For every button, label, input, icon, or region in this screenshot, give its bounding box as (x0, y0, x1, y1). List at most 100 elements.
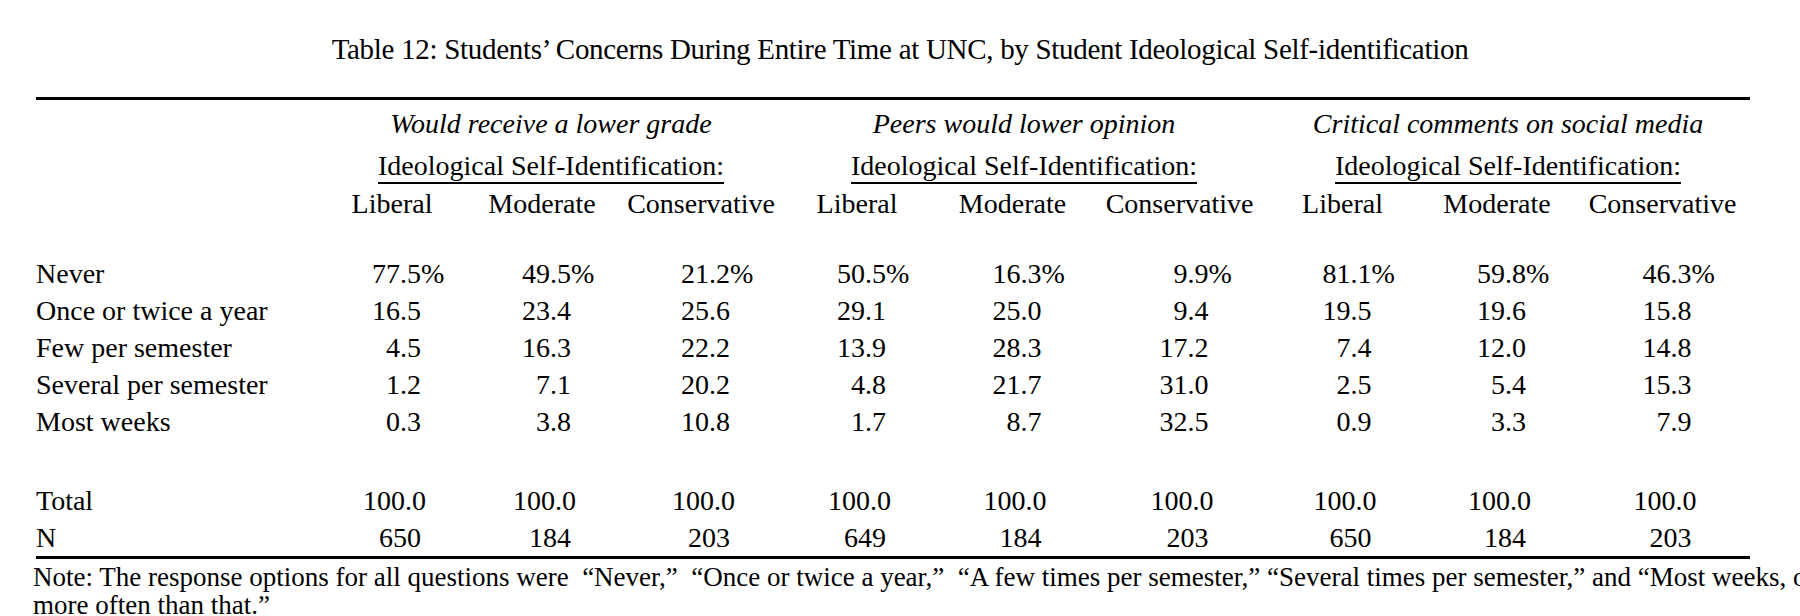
paper-table-page: Table 12: Students’ Concerns During Enti… (0, 0, 1800, 616)
cell: 5.4 (1419, 366, 1575, 403)
note-line-2: more often than that.” (33, 591, 1769, 616)
cell: 3.8 (464, 403, 620, 440)
cell: 46.3% (1575, 255, 1750, 292)
cell: 649 (782, 519, 932, 558)
cell: 100.0 (1266, 482, 1419, 519)
row-label: Most weeks (36, 403, 320, 440)
row-label: Few per semester (36, 329, 320, 366)
cell: 100.0 (1575, 482, 1750, 519)
group-header-lower-grade: Would receive a lower grade (320, 99, 782, 148)
cell: 10.8 (620, 403, 782, 440)
cell: 15.8 (1575, 292, 1750, 329)
concerns-table: Would receive a lower grade Peers would … (36, 97, 1750, 559)
cell: 14.8 (1575, 329, 1750, 366)
table-row-few-per-semester: Few per semester 4.5 16.3 22.2 13.9 28.3… (36, 329, 1750, 366)
cell: 19.5 (1266, 292, 1419, 329)
subheader-row: Ideological Self-Identification: Ideolog… (36, 147, 1750, 185)
column-header-liberal: Liberal (1266, 185, 1419, 223)
cell: 16.3% (932, 255, 1093, 292)
cell: 23.4 (464, 292, 620, 329)
cell: 22.2 (620, 329, 782, 366)
subheader-underlined-text: Ideological Self-Identification: (851, 150, 1197, 184)
row-label: N (36, 519, 320, 558)
cell: 17.2 (1093, 329, 1266, 366)
cell: 184 (1419, 519, 1575, 558)
group-header-social-media: Critical comments on social media (1266, 99, 1750, 148)
subheader-ideology-3: Ideological Self-Identification: (1266, 147, 1750, 185)
cell: 7.1 (464, 366, 620, 403)
corner-cell (36, 185, 320, 223)
row-label: Several per semester (36, 366, 320, 403)
cell: 100.0 (1093, 482, 1266, 519)
subheader-underlined-text: Ideological Self-Identification: (378, 150, 724, 184)
table-row-once-twice-year: Once or twice a year 16.5 23.4 25.6 29.1… (36, 292, 1750, 329)
cell: 31.0 (1093, 366, 1266, 403)
cell: 650 (320, 519, 464, 558)
subheader-ideology-1: Ideological Self-Identification: (320, 147, 782, 185)
row-label: Never (36, 255, 320, 292)
subheader-ideology-2: Ideological Self-Identification: (782, 147, 1266, 185)
cell: 100.0 (932, 482, 1093, 519)
cell: 25.0 (932, 292, 1093, 329)
table-row-n: N 650 184 203 649 184 203 650 184 203 (36, 519, 1750, 558)
cell: 9.4 (1093, 292, 1266, 329)
cell: 9.9% (1093, 255, 1266, 292)
cell: 100.0 (464, 482, 620, 519)
cell: 32.5 (1093, 403, 1266, 440)
cell: 7.4 (1266, 329, 1419, 366)
column-header-moderate: Moderate (932, 185, 1093, 223)
corner-cell (36, 99, 320, 148)
column-header-conservative: Conservative (1093, 185, 1266, 223)
cell: 100.0 (320, 482, 464, 519)
cell: 21.2% (620, 255, 782, 292)
note-line-1: Note: The response options for all quest… (33, 563, 1769, 591)
table-row-total: Total 100.0 100.0 100.0 100.0 100.0 100.… (36, 482, 1750, 519)
cell: 16.5 (320, 292, 464, 329)
cell: 21.7 (932, 366, 1093, 403)
cell: 184 (464, 519, 620, 558)
cell: 19.6 (1419, 292, 1575, 329)
cell: 2.5 (1266, 366, 1419, 403)
cell: 203 (1093, 519, 1266, 558)
cell: 7.9 (1575, 403, 1750, 440)
column-header-conservative: Conservative (1575, 185, 1750, 223)
row-label: Once or twice a year (36, 292, 320, 329)
spacer-row (36, 440, 1750, 482)
group-header-peers-opinion: Peers would lower opinion (782, 99, 1266, 148)
table-row-several-per-semester: Several per semester 1.2 7.1 20.2 4.8 21… (36, 366, 1750, 403)
cell: 4.8 (782, 366, 932, 403)
cell: 3.3 (1419, 403, 1575, 440)
cell: 100.0 (620, 482, 782, 519)
cell: 650 (1266, 519, 1419, 558)
cell: 184 (932, 519, 1093, 558)
table-title: Table 12: Students’ Concerns During Enti… (0, 0, 1800, 66)
cell: 15.3 (1575, 366, 1750, 403)
cell: 203 (620, 519, 782, 558)
column-header-moderate: Moderate (1419, 185, 1575, 223)
cell: 0.9 (1266, 403, 1419, 440)
cell: 4.5 (320, 329, 464, 366)
column-header-liberal: Liberal (782, 185, 932, 223)
cell: 81.1% (1266, 255, 1419, 292)
corner-cell (36, 147, 320, 185)
row-label: Total (36, 482, 320, 519)
column-header-conservative: Conservative (620, 185, 782, 223)
cell: 77.5% (320, 255, 464, 292)
cell: 203 (1575, 519, 1750, 558)
cell: 16.3 (464, 329, 620, 366)
cell: 28.3 (932, 329, 1093, 366)
column-header-liberal: Liberal (320, 185, 464, 223)
table-row-most-weeks: Most weeks 0.3 3.8 10.8 1.7 8.7 32.5 0.9… (36, 403, 1750, 440)
cell: 1.7 (782, 403, 932, 440)
table-row-never: Never 77.5% 49.5% 21.2% 50.5% 16.3% 9.9%… (36, 255, 1750, 292)
spacer-row (36, 223, 1750, 255)
cell: 50.5% (782, 255, 932, 292)
cell: 12.0 (1419, 329, 1575, 366)
cell: 25.6 (620, 292, 782, 329)
cell: 0.3 (320, 403, 464, 440)
subheader-underlined-text: Ideological Self-Identification: (1335, 150, 1681, 184)
cell: 20.2 (620, 366, 782, 403)
cell: 100.0 (782, 482, 932, 519)
column-header-moderate: Moderate (464, 185, 620, 223)
cell: 13.9 (782, 329, 932, 366)
